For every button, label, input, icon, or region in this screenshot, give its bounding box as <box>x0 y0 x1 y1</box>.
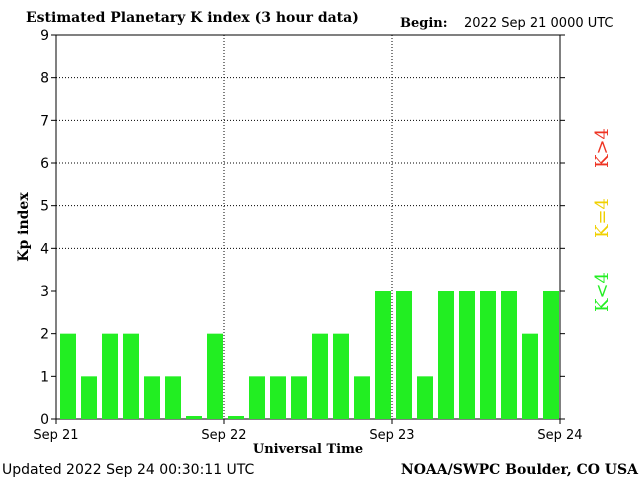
credit-label: NOAA/SWPC Boulder, CO USA <box>401 462 639 478</box>
kp-bar <box>165 376 181 419</box>
x-tick-label: Sep 23 <box>369 428 414 443</box>
kp-bar <box>333 333 349 419</box>
kp-bar <box>375 291 391 419</box>
x-tick-label: Sep 21 <box>33 428 78 443</box>
kp-bar <box>102 333 118 419</box>
kp-bar <box>396 291 412 419</box>
y-tick-label: 9 <box>40 28 49 44</box>
y-tick-label: 0 <box>40 412 49 428</box>
begin-label: Begin: <box>400 16 448 31</box>
y-tick-label: 1 <box>40 369 49 385</box>
kp-bar <box>60 333 76 419</box>
kp-bar <box>207 333 223 419</box>
kp-bar <box>270 376 286 419</box>
y-tick-label: 3 <box>40 284 49 300</box>
kp-bar <box>186 416 202 419</box>
kp-bar <box>228 416 244 419</box>
kp-bar <box>522 333 538 419</box>
kp-bar <box>438 291 454 419</box>
kp-bar <box>291 376 307 419</box>
kp-bar <box>354 376 370 419</box>
kp-bar <box>459 291 475 419</box>
legend-k-above-4: K>4 <box>592 128 613 168</box>
kp-bar <box>123 333 139 419</box>
gridlines <box>56 35 560 419</box>
kp-bar <box>144 376 160 419</box>
kp-bar <box>312 333 328 419</box>
chart-title: Estimated Planetary K index (3 hour data… <box>26 10 359 26</box>
legend-k-below-4: K<4 <box>592 272 613 312</box>
y-tick-label: 7 <box>40 113 49 129</box>
y-axis-label: Kp index <box>16 192 32 262</box>
y-axis-ticks: 0 1 2 3 4 5 6 7 8 9 <box>40 28 565 428</box>
y-tick-label: 6 <box>40 156 49 172</box>
kp-bar <box>543 291 559 419</box>
kp-bar <box>480 291 496 419</box>
kp-bar <box>81 376 97 419</box>
kp-bar <box>501 291 517 419</box>
begin-value: 2022 Sep 21 0000 UTC <box>464 16 614 31</box>
y-tick-label: 2 <box>40 327 49 343</box>
legend-k-equals-4: K=4 <box>592 198 613 238</box>
plot-frame <box>55 34 561 420</box>
x-axis-label: Universal Time <box>253 442 363 457</box>
x-tick-label: Sep 22 <box>201 428 246 443</box>
x-axis-ticks: Sep 21 Sep 22 Sep 23 Sep 24 <box>33 419 583 443</box>
kp-bar <box>249 376 265 419</box>
x-tick-label: Sep 24 <box>537 428 582 443</box>
y-tick-label: 4 <box>40 241 49 257</box>
y-tick-label: 8 <box>40 71 49 87</box>
updated-timestamp: Updated 2022 Sep 24 00:30:11 UTC <box>2 462 255 478</box>
bars <box>60 291 559 419</box>
kp-bar <box>417 376 433 419</box>
y-tick-label: 5 <box>40 199 49 215</box>
